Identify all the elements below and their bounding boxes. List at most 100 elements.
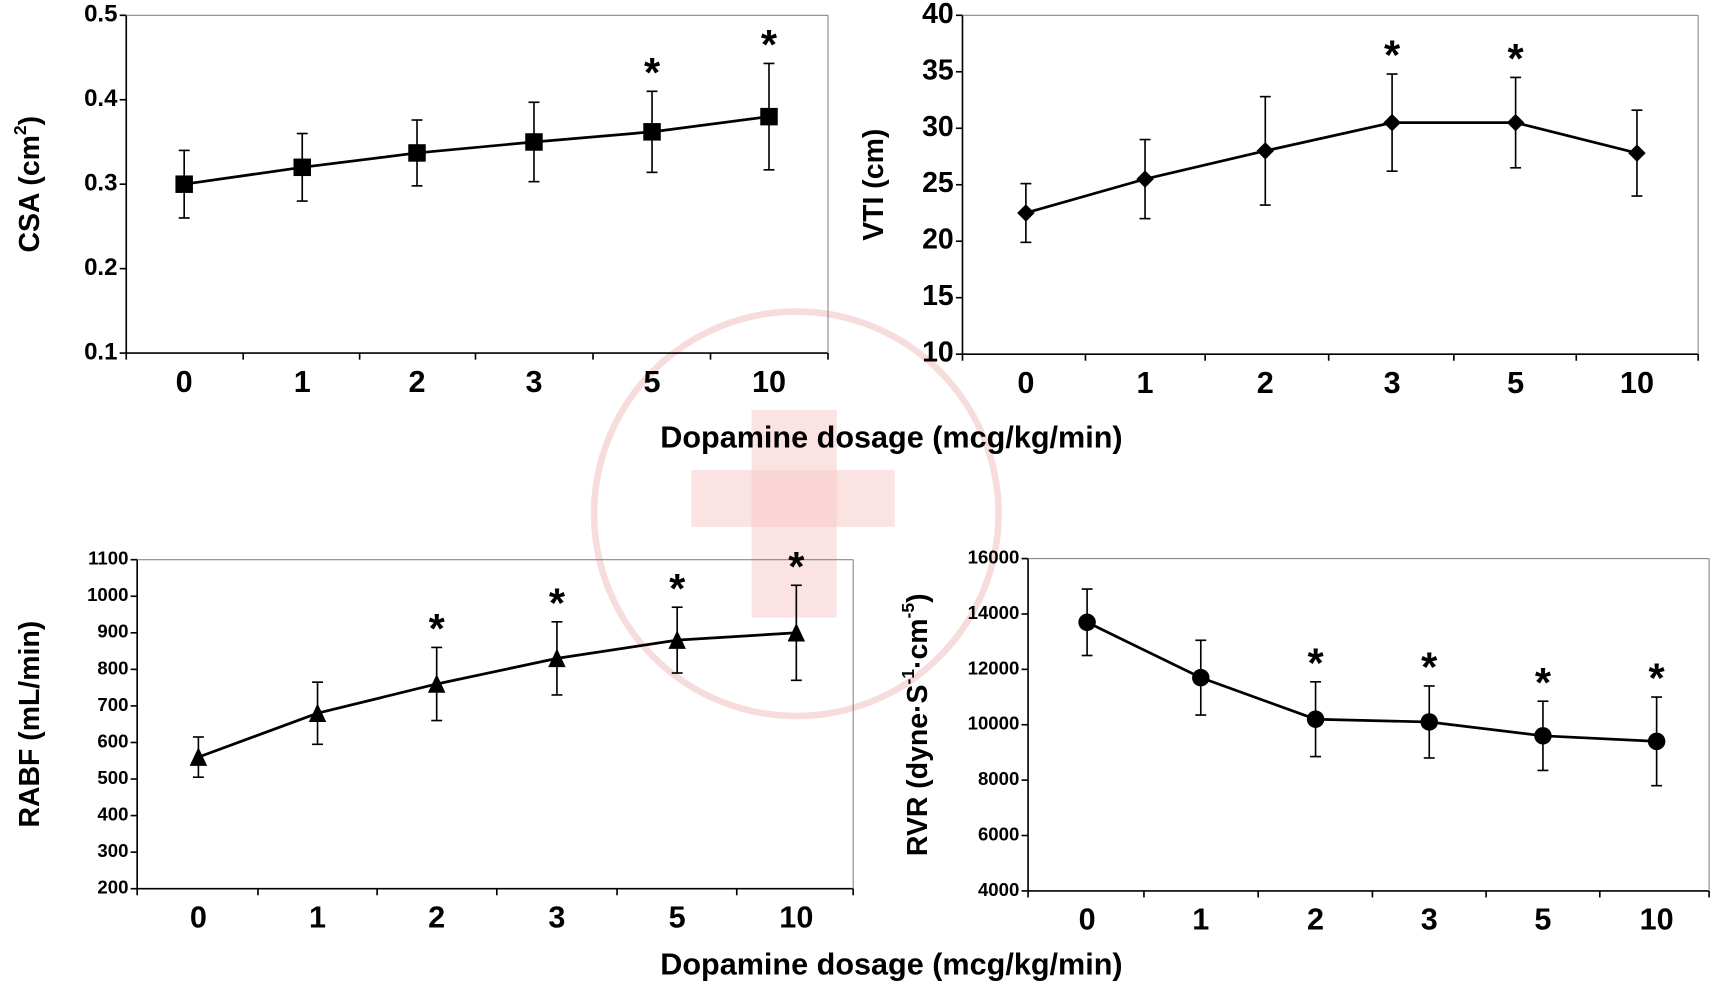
x-tick-label: 5 — [669, 900, 686, 934]
y-axis-label: RABF (mL/min) — [14, 621, 46, 828]
y-axis-label-part: -1 — [897, 669, 917, 685]
x-tick-label: 0 — [176, 365, 193, 399]
x-axis-label: Dopamine dosage (mcg/kg/min) — [660, 947, 1122, 981]
x-tick-label: 2 — [409, 365, 426, 399]
x-tick-label: 10 — [779, 900, 813, 934]
y-axis-label-part: CSA (cm — [14, 135, 46, 252]
y-tick-label: 900 — [97, 621, 128, 642]
marker — [787, 622, 806, 642]
y-tick-label: 1100 — [88, 548, 128, 569]
significance-mark: * — [429, 605, 446, 652]
y-axis-label-part: 2 — [10, 125, 30, 135]
y-axis-label-part: ) — [901, 593, 933, 602]
x-tick-label: 1 — [309, 900, 326, 934]
marker — [1628, 144, 1646, 162]
y-tick-label: 40 — [922, 0, 954, 30]
series-line — [1025, 121, 1638, 215]
marker — [1017, 204, 1035, 222]
y-axis-label-part: ) — [14, 116, 46, 125]
x-tick-label: 3 — [1384, 366, 1401, 400]
y-axis-label: CSA (cm2) — [10, 116, 46, 253]
y-axis-label: RVR (dyne·S-1·cm-5) — [897, 593, 933, 856]
y-tick-label: 8000 — [978, 768, 1019, 789]
x-tick-label: 0 — [190, 900, 207, 934]
x-tick-label: 2 — [1307, 903, 1324, 937]
significance-mark: * — [669, 565, 686, 612]
x-tick-label: 0 — [1079, 903, 1096, 937]
marker — [308, 703, 327, 722]
x-tick-label: 10 — [1620, 366, 1654, 400]
y-tick-label: 0.4 — [84, 85, 118, 112]
x-tick-label: 0 — [1017, 366, 1034, 400]
series-line — [183, 115, 770, 186]
watermark — [590, 308, 1002, 720]
y-tick-label: 400 — [97, 803, 128, 824]
series-line — [197, 631, 797, 759]
y-tick-label: 10 — [922, 337, 954, 369]
y-axis-label-part: VTI (cm) — [858, 129, 890, 241]
x-tick-label: 1 — [1137, 366, 1154, 400]
y-tick-label: 1000 — [87, 584, 128, 605]
x-tick-label: 10 — [1640, 903, 1674, 937]
y-tick-label: 12000 — [968, 657, 1020, 678]
significance-mark: * — [549, 579, 566, 626]
y-tick-label: 35 — [922, 54, 954, 86]
marker — [189, 747, 208, 766]
x-tick-label: 3 — [1421, 903, 1438, 937]
y-tick-label: 4000 — [978, 879, 1019, 900]
x-tick-label: 2 — [1257, 366, 1274, 400]
significance-mark: * — [761, 21, 778, 68]
marker — [525, 133, 543, 151]
x-tick-label: 2 — [428, 900, 445, 934]
significance-mark: * — [1384, 32, 1401, 79]
marker — [175, 175, 193, 193]
y-tick-label: 14000 — [968, 602, 1020, 623]
y-axis-label-part: RVR (dyne·S — [901, 685, 933, 857]
marker — [643, 123, 661, 141]
x-axis-label: Dopamine dosage (mcg/kg/min) — [660, 421, 1122, 455]
x-tick-label: 5 — [1534, 903, 1551, 937]
watermark-cross — [751, 409, 837, 618]
series-line — [1086, 621, 1657, 743]
x-tick-label: 3 — [548, 900, 565, 934]
y-tick-label: 0.5 — [84, 1, 117, 28]
y-tick-label: 10000 — [968, 713, 1020, 734]
y-tick-label: 800 — [97, 657, 128, 678]
marker — [1534, 727, 1552, 745]
marker — [1647, 732, 1666, 751]
x-tick-label: 1 — [294, 365, 311, 399]
y-tick-label: 0.2 — [84, 254, 117, 281]
marker — [293, 158, 311, 177]
y-tick-label: 30 — [922, 111, 954, 143]
significance-mark: * — [1649, 655, 1666, 702]
y-tick-label: 16000 — [968, 546, 1020, 567]
marker — [760, 107, 778, 126]
x-tick-label: 5 — [1507, 366, 1524, 400]
significance-mark: * — [788, 543, 805, 590]
y-tick-label: 0.1 — [84, 338, 117, 365]
marker — [408, 144, 426, 162]
marker — [1078, 613, 1096, 632]
y-axis-label-part: RABF (mL/min) — [14, 621, 46, 828]
y-tick-label: 6000 — [978, 823, 1019, 844]
marker — [1256, 142, 1275, 160]
significance-mark: * — [1307, 639, 1324, 686]
y-axis-label-part: -5 — [897, 603, 917, 619]
y-axis-label: VTI (cm) — [858, 129, 890, 241]
significance-mark: * — [1535, 659, 1552, 706]
y-tick-label: 500 — [97, 767, 128, 788]
x-tick-label: 5 — [644, 365, 661, 399]
y-tick-label: 20 — [922, 224, 954, 256]
marker — [548, 648, 566, 668]
y-tick-label: 300 — [97, 840, 128, 861]
significance-mark: * — [1508, 35, 1525, 82]
x-tick-label: 1 — [1192, 903, 1209, 937]
y-tick-label: 15 — [922, 280, 954, 312]
y-axis-label-part: ·cm — [901, 618, 933, 669]
x-tick-label: 10 — [752, 365, 786, 399]
marker — [1192, 668, 1210, 687]
x-tick-label: 3 — [525, 365, 542, 399]
significance-mark: * — [1421, 644, 1438, 691]
